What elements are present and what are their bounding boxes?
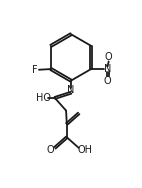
Text: O: O [104,76,111,86]
Text: N: N [67,85,75,95]
Text: HO: HO [36,93,51,103]
Text: F: F [32,65,37,75]
Text: O: O [47,145,54,155]
Text: OH: OH [77,145,92,155]
Text: O: O [105,52,112,62]
Text: N: N [104,64,111,74]
